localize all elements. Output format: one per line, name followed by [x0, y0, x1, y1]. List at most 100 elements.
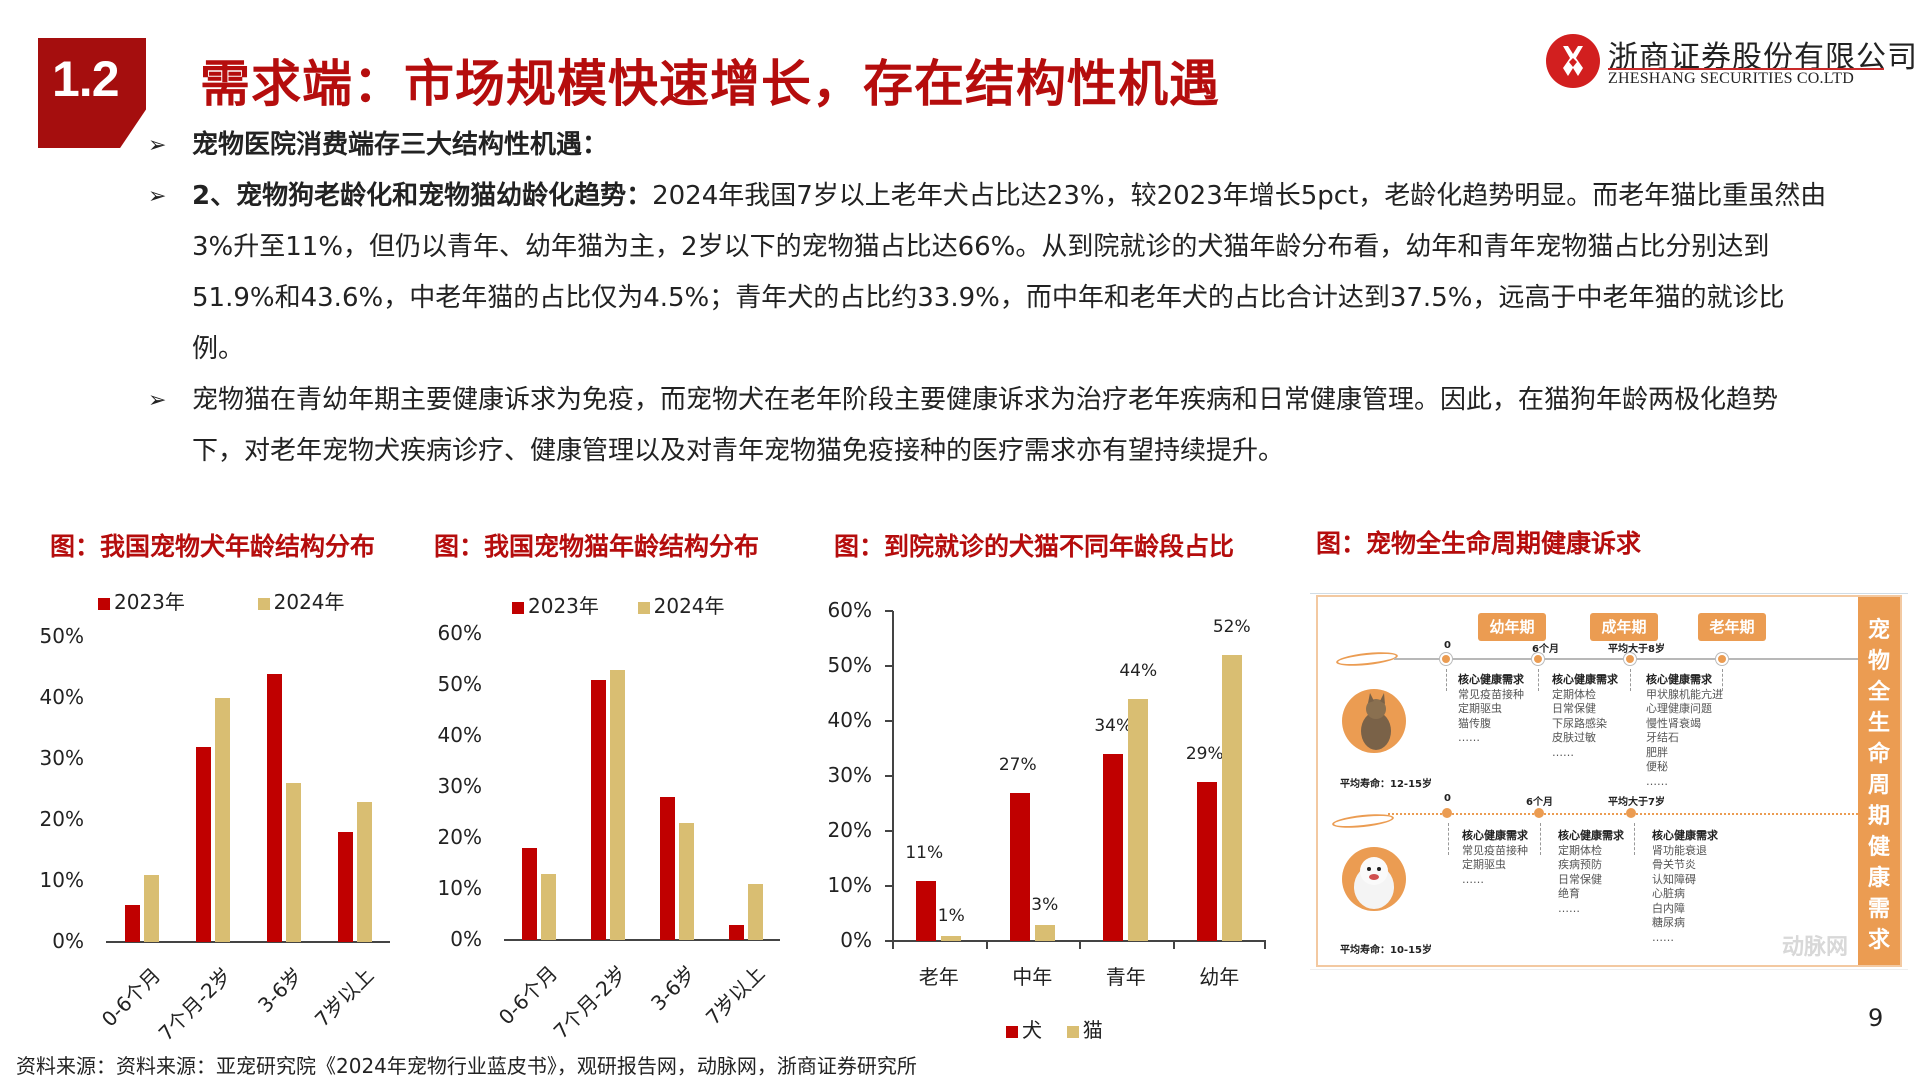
- cat-milestone: 平均大于8岁: [1608, 644, 1665, 655]
- bar: [659, 797, 675, 940]
- y-axis-tick: 40%: [827, 708, 872, 732]
- y-axis-tick: 10%: [437, 876, 482, 900]
- dog-timeline: [1388, 813, 1858, 815]
- y-axis-tick: 0%: [52, 929, 84, 953]
- data-label: 29%: [1185, 743, 1224, 764]
- cat-needs-adult: 核心健康需求 定期体检 日常保健 下尿路感染 皮肤过敏 ……: [1552, 673, 1618, 759]
- bar: [1128, 699, 1149, 941]
- dog-needs-senior: 核心健康需求 肾功能衰退 骨关节炎 认知障碍 心脏病 白内障 糖尿病 ……: [1652, 829, 1718, 944]
- y-axis-tick: 20%: [39, 807, 84, 831]
- bar: [540, 873, 556, 940]
- stage-tag-young: 幼年期: [1478, 613, 1546, 641]
- section-badge: 1.2: [38, 38, 146, 148]
- timeline-dot: [1716, 653, 1728, 665]
- bullet-heading: 2、宠物狗老龄化和宠物猫幼龄化趋势：: [192, 181, 653, 211]
- bar: [285, 783, 301, 942]
- y-axis-tick: 0%: [450, 927, 482, 951]
- dog-chart-legend: 2023年 2024年: [98, 586, 345, 615]
- legend-swatch-cat: [1066, 1025, 1079, 1038]
- page-title: 需求端：市场规模快速增长，存在结构性机遇: [200, 55, 1220, 113]
- bullet-item: ➢ 宠物医院消费端存三大结构性机遇：: [148, 120, 1828, 171]
- x-axis-label: 7个月-2岁: [153, 963, 237, 1046]
- source-note: 资料来源：资料来源：亚宠研究院《2024年宠物行业蓝皮书》，观研报告网，动脉网，…: [16, 1054, 917, 1078]
- bullet-item: ➢ 2、宠物狗老龄化和宠物猫幼龄化趋势：2024年我国7岁以上老年犬占比达23%…: [148, 171, 1828, 375]
- cat-milestone: 6个月: [1532, 644, 1559, 655]
- bar: [195, 746, 211, 942]
- bar: [143, 874, 159, 942]
- data-label: 52%: [1212, 617, 1251, 637]
- y-axis-tick: 20%: [827, 818, 872, 842]
- cat-lifespan: 平均寿命：12-15岁: [1340, 779, 1432, 790]
- stage-tag-senior: 老年期: [1698, 613, 1766, 641]
- data-label: 44%: [1119, 661, 1158, 681]
- legend-swatch-2024: [257, 597, 270, 610]
- arrow-bullet-icon: ➢: [148, 133, 167, 158]
- y-axis-tick: 0%: [840, 928, 872, 952]
- y-axis-tick: 50%: [39, 624, 84, 648]
- timeline-dot: [1532, 653, 1544, 665]
- x-axis-label: 中年: [1012, 965, 1053, 989]
- bar: [678, 822, 694, 940]
- y-axis-tick: 60%: [827, 598, 872, 622]
- timeline-dot: [1442, 808, 1452, 818]
- cat-photo-icon: [1342, 689, 1406, 753]
- cat-age-chart-title: 图：我国宠物猫年龄结构分布: [434, 532, 760, 561]
- x-axis-label: 青年: [1105, 965, 1146, 989]
- bar: [728, 924, 744, 940]
- dog-needs-young: 核心健康需求 常见疫苗接种 定期驱虫 ……: [1462, 829, 1528, 886]
- timeline-dot: [1440, 653, 1452, 665]
- y-axis-tick: 30%: [827, 763, 872, 787]
- bar: [337, 832, 353, 942]
- bullet-heading: 宠物医院消费端存三大结构性机遇：: [192, 130, 609, 160]
- arrow-bullet-icon: ➢: [148, 388, 167, 413]
- data-label: 27%: [998, 754, 1037, 775]
- bullet-list: ➢ 宠物医院消费端存三大结构性机遇： ➢ 2、宠物狗老龄化和宠物猫幼龄化趋势：2…: [148, 120, 1828, 477]
- bar: [1103, 754, 1124, 941]
- bullet-text: 宠物猫在青幼年期主要健康诉求为免疫，而宠物犬在老年阶段主要健康诉求为治疗老年疾病…: [192, 385, 1779, 466]
- timeline-dot: [1534, 808, 1544, 818]
- y-axis-tick: 50%: [437, 672, 482, 696]
- x-axis-label: 7岁以上: [700, 961, 770, 1030]
- bar: [1221, 655, 1242, 941]
- bar: [521, 848, 537, 940]
- logo-divider: [1608, 68, 1884, 70]
- y-axis-tick: 30%: [437, 774, 482, 798]
- bar: [941, 935, 962, 941]
- bullet-text: 2024年我国7岁以上老年犬占比达23%，较2023年增长5pct，老龄化趋势明…: [192, 181, 1827, 364]
- x-axis: [106, 941, 390, 943]
- x-axis-label: 7岁以上: [309, 963, 379, 1032]
- x-axis: [504, 939, 780, 941]
- timeline-dot: [1624, 653, 1636, 665]
- data-label: 1%: [937, 905, 965, 926]
- bar: [1009, 792, 1030, 941]
- bar: [916, 880, 937, 941]
- halo-icon: [1331, 811, 1395, 831]
- y-axis-tick: 50%: [827, 653, 872, 677]
- data-label: 3%: [1031, 894, 1059, 915]
- y-axis-tick: 60%: [437, 621, 482, 645]
- stage-tag-adult: 成年期: [1590, 613, 1658, 641]
- cat-needs-young: 核心健康需求 常见疫苗接种 定期驱虫 猫传腹 ……: [1458, 673, 1524, 744]
- watermark: 动脉网: [1781, 935, 1848, 960]
- halo-icon: [1335, 649, 1399, 669]
- y-axis-tick: 10%: [827, 873, 872, 897]
- company-logo: 浙商证券股份有限公司 ZHESHANG SECURITIES CO.LTD: [1546, 34, 1917, 90]
- dog-age-chart-title: 图：我国宠物犬年龄结构分布: [50, 532, 376, 561]
- bar: [266, 673, 282, 942]
- cat-chart-legend: 2023年 2024年: [512, 590, 725, 619]
- y-axis-tick: 10%: [39, 868, 84, 892]
- side-label: 宠物全生命周期健康需求: [1867, 618, 1890, 953]
- legend-swatch-dog: [1006, 1025, 1018, 1038]
- bar: [747, 883, 763, 940]
- section-number: 1.2: [52, 51, 120, 107]
- lifecycle-infographic-title: 图：宠物全生命周期健康诉求: [1316, 529, 1642, 558]
- bar: [356, 801, 372, 942]
- divider: [1310, 969, 1908, 970]
- visits-chart-title: 图：到院就诊的犬猫不同年龄段占比: [834, 532, 1235, 561]
- logo-english-name: ZHESHANG SECURITIES CO.LTD: [1608, 70, 1854, 87]
- dog-needs-adult: 核心健康需求 定期体检 疾病预防 日常保健 绝育 ……: [1558, 829, 1624, 915]
- data-label: 34%: [1094, 716, 1133, 736]
- y-axis-tick: 40%: [39, 685, 84, 709]
- bar: [1196, 781, 1217, 941]
- dog-photo-icon: [1342, 847, 1406, 911]
